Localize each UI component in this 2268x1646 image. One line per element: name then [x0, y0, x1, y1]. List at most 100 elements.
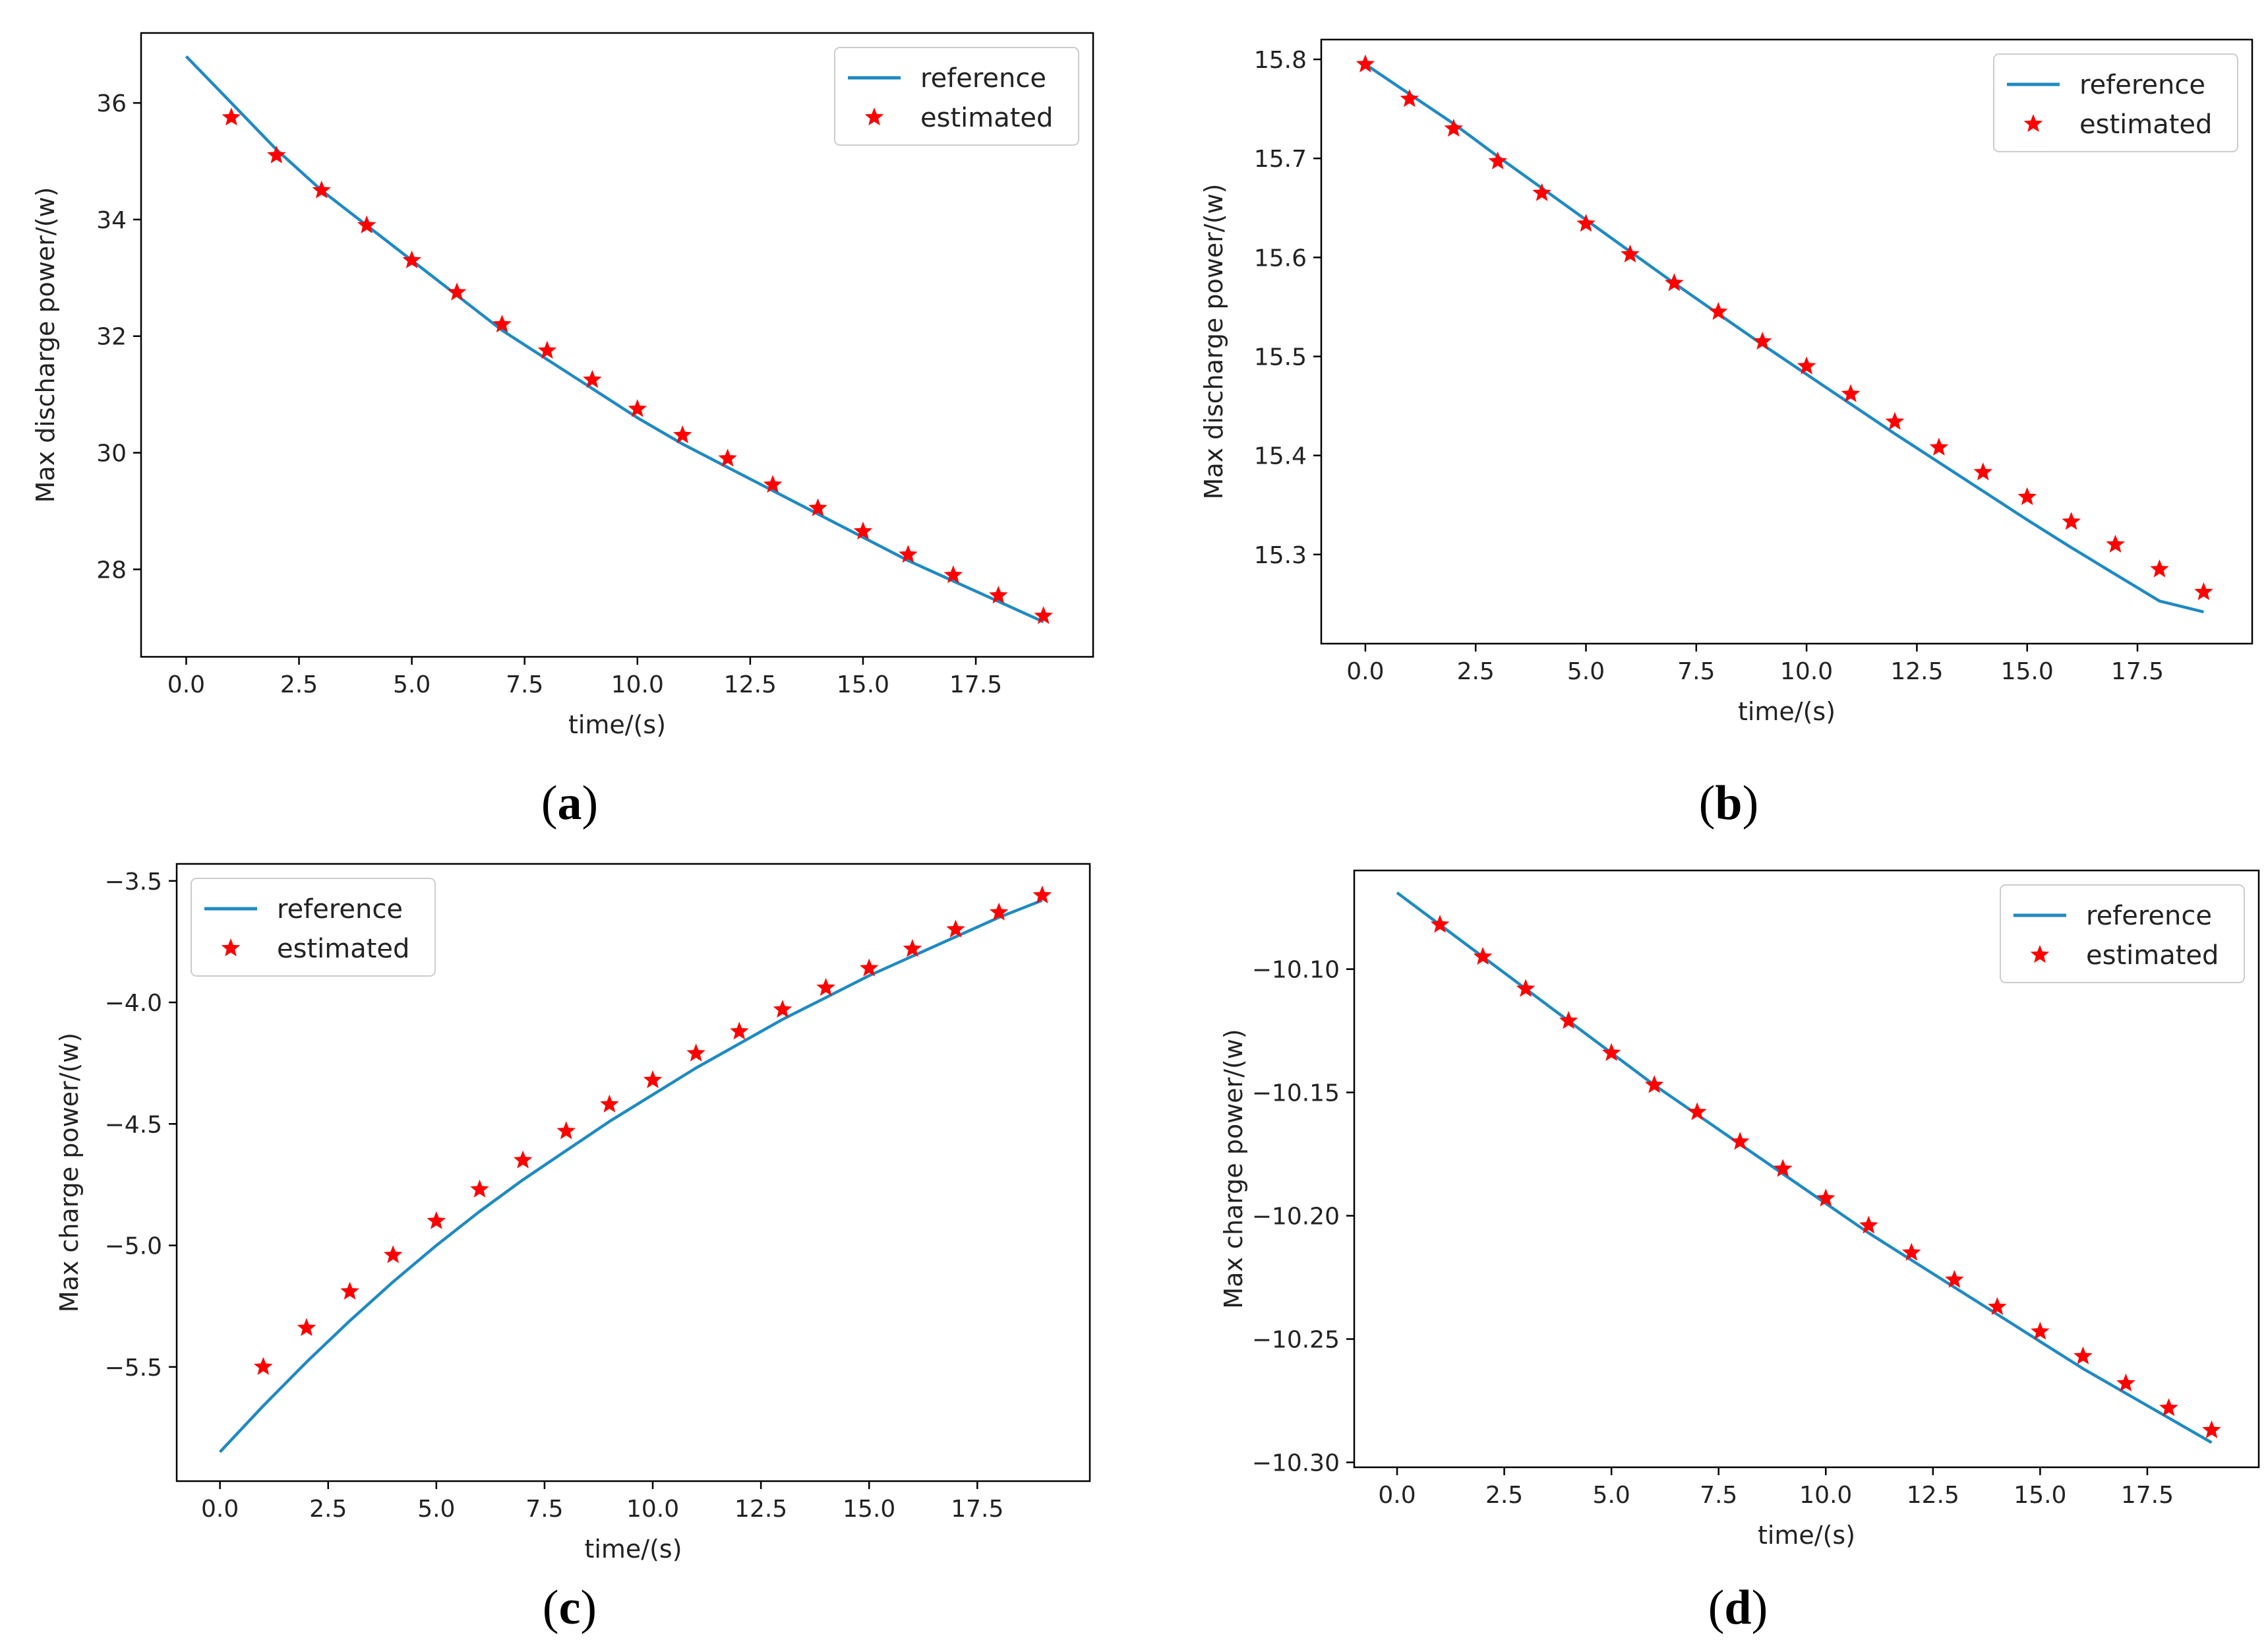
data-point-estimated — [383, 1245, 403, 1264]
chart-panel-d: 0.0 2.5 5.0 7.5 10.0 12.5 15.0 17.5 −10.30 −10.25… — [1219, 869, 2260, 1635]
data-point-estimated — [1816, 1188, 1835, 1207]
data-point-estimated — [1601, 1043, 1621, 1061]
x-tick-label: 10.0 — [611, 671, 664, 698]
chart-panel-a: 0.0 2.5 5.0 7.5 10.0 12.5 15.0 17.5 28 30 32 34 36 ti… — [31, 32, 1094, 830]
data-point-estimated — [1752, 332, 1772, 350]
x-tick-label: 5.0 — [393, 671, 431, 698]
y-tick-label: 28 — [96, 557, 127, 584]
data-point-estimated — [816, 977, 835, 996]
legend-label-reference: reference — [2086, 901, 2212, 931]
data-point-estimated — [1665, 273, 1684, 291]
y-tick-label: 15.8 — [1254, 47, 1307, 74]
data-point-estimated — [628, 399, 647, 417]
x-tick-label: 15.0 — [843, 1496, 895, 1523]
y-tick-label: 15.4 — [1254, 443, 1307, 470]
legend-star-swatch — [2023, 114, 2043, 133]
plot-frame — [1353, 869, 2260, 1469]
data-point-estimated — [427, 1211, 446, 1229]
data-point-estimated — [513, 1150, 533, 1169]
data-point-estimated — [1032, 885, 1052, 903]
data-point-estimated — [2150, 559, 2169, 578]
data-point-estimated — [2116, 1373, 2135, 1391]
y-tick-label: 30 — [96, 441, 127, 468]
caption-open-paren: ( — [543, 1581, 559, 1635]
y-tick-label: −5.5 — [105, 1355, 162, 1382]
x-tick-label: 7.5 — [1700, 1482, 1737, 1509]
data-point-estimated — [312, 180, 331, 198]
legend-label-reference: reference — [920, 63, 1046, 94]
data-point-estimated — [2062, 512, 2081, 530]
data-point-estimated — [730, 1021, 749, 1040]
x-tick-label: 15.0 — [2001, 658, 2054, 685]
x-tick-label: 12.5 — [724, 671, 777, 698]
y-tick-label: −10.15 — [1252, 1080, 1340, 1107]
x-tick-label: 12.5 — [1890, 658, 1943, 685]
data-point-estimated — [853, 521, 873, 540]
data-point-estimated — [340, 1281, 359, 1300]
data-point-estimated — [673, 425, 692, 444]
x-tick-label: 0.0 — [1378, 1482, 1416, 1509]
caption-close-paren: ) — [580, 1581, 597, 1635]
x-tick-label: 2.5 — [1485, 1482, 1523, 1509]
data-point-estimated — [773, 1000, 792, 1018]
y-tick-label: 15.5 — [1254, 344, 1307, 371]
data-point-estimated — [2159, 1398, 2178, 1417]
data-point-estimated — [899, 545, 918, 563]
data-point-estimated — [1885, 412, 1905, 430]
x-tick-label: 0.0 — [1346, 658, 1384, 685]
data-point-estimated — [2017, 487, 2037, 505]
data-point-estimated — [2194, 582, 2213, 601]
data-point-estimated — [1774, 1159, 1793, 1177]
y-tick-label: −10.10 — [1252, 957, 1340, 984]
caption-letter: a — [558, 776, 582, 830]
plot-frame — [175, 863, 1091, 1482]
series-line-reference — [1364, 63, 2204, 614]
x-tick-label: 15.0 — [837, 671, 889, 698]
y-axis-label: Max charge power/(w) — [1219, 1029, 1248, 1308]
legend-box — [1993, 53, 2238, 152]
legend-star-swatch — [2030, 945, 2050, 963]
x-tick-label: 10.0 — [1799, 1482, 1852, 1509]
y-tick-label: 15.7 — [1254, 146, 1307, 173]
x-tick-label: 10.0 — [626, 1496, 679, 1523]
caption-close-paren: ) — [1743, 776, 1759, 830]
data-point-estimated — [267, 145, 286, 164]
data-point-estimated — [1945, 1269, 1964, 1288]
data-point-estimated — [943, 565, 963, 584]
legend-label-estimated: estimated — [277, 934, 409, 964]
data-point-estimated — [447, 282, 467, 301]
data-point-estimated — [492, 315, 512, 333]
data-point-estimated — [1687, 1102, 1707, 1120]
x-axis-label: time/(s) — [1758, 1521, 1855, 1550]
panel-caption: (c) — [543, 1581, 597, 1635]
y-tick-label: −10.25 — [1252, 1327, 1340, 1354]
y-axis-label: Max discharge power/(w) — [31, 187, 60, 503]
data-point-estimated — [1576, 214, 1596, 232]
data-point-estimated — [1430, 915, 1450, 933]
legend-box — [191, 878, 436, 977]
y-tick-label: 32 — [96, 324, 127, 351]
data-point-estimated — [1709, 302, 1728, 320]
data-point-estimated — [1356, 54, 1375, 73]
data-point-estimated — [1400, 89, 1419, 107]
x-tick-label: 2.5 — [309, 1496, 347, 1523]
data-point-estimated — [254, 1356, 273, 1375]
x-tick-label: 5.0 — [417, 1496, 455, 1523]
data-point-estimated — [1488, 151, 1507, 169]
data-point-estimated — [1473, 946, 1493, 965]
data-point-estimated — [1859, 1215, 1878, 1234]
legend-label-reference: reference — [2079, 70, 2205, 100]
plot-frame — [1320, 38, 2253, 645]
y-tick-label: 36 — [96, 90, 127, 117]
data-point-estimated — [2202, 1420, 2221, 1438]
x-tick-label: 10.0 — [1780, 658, 1833, 685]
data-point-estimated — [1797, 356, 1816, 375]
caption-close-paren: ) — [582, 776, 599, 830]
x-tick-label: 2.5 — [1457, 658, 1495, 685]
data-point-estimated — [808, 498, 827, 516]
data-point-estimated — [402, 250, 421, 268]
x-tick-label: 7.5 — [525, 1496, 563, 1523]
data-point-estimated — [686, 1043, 705, 1062]
data-point-estimated — [537, 340, 557, 359]
caption-letter: b — [1715, 776, 1742, 830]
